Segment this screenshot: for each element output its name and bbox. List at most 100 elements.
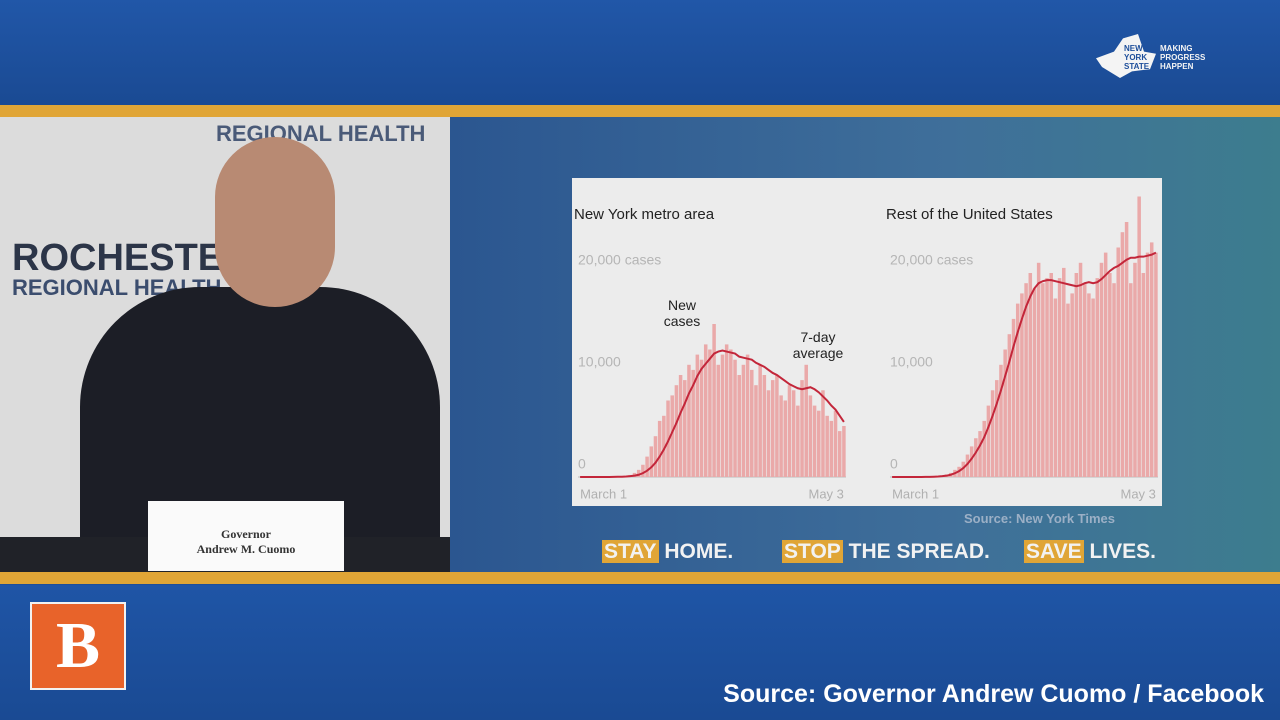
bar xyxy=(683,380,687,477)
bar xyxy=(978,431,982,477)
bar xyxy=(657,420,662,477)
y-tick-label: 0 xyxy=(578,456,586,472)
x-tick-label: May 3 xyxy=(809,486,844,501)
bar xyxy=(1099,262,1104,477)
top-strip xyxy=(0,105,1280,117)
average-line xyxy=(892,251,1157,478)
annotation: New cases xyxy=(663,297,701,329)
slogan: STOP THE SPREAD. xyxy=(782,540,990,564)
bar xyxy=(1045,278,1049,477)
bar xyxy=(804,364,808,477)
y-tick-label: 10,000 xyxy=(578,354,621,370)
bar xyxy=(1137,196,1141,477)
person-head xyxy=(215,137,335,307)
x-tick-label: March 1 xyxy=(580,486,627,501)
bar xyxy=(758,364,762,477)
bar xyxy=(775,375,779,477)
video-panel: REGIONAL HEALTH ROCHESTER REGIONAL HEALT… xyxy=(0,117,450,572)
video-source: Source: Governor Andrew Cuomo / Facebook xyxy=(723,680,1264,708)
bar xyxy=(1028,273,1033,477)
bar xyxy=(1120,232,1125,477)
bar xyxy=(808,395,813,477)
slogan-text: LIVES. xyxy=(1089,540,1157,563)
bar xyxy=(724,344,729,477)
bar xyxy=(800,380,804,477)
footer-band xyxy=(0,585,1280,720)
bar xyxy=(695,354,700,477)
bar xyxy=(1112,283,1116,477)
bar xyxy=(825,415,829,477)
bar xyxy=(1103,252,1108,477)
bar xyxy=(812,405,817,477)
bar xyxy=(737,375,741,477)
bar xyxy=(817,410,821,477)
bar xyxy=(829,420,834,477)
bar xyxy=(1154,252,1158,477)
bar xyxy=(703,344,708,477)
annotation: 7-day average xyxy=(792,329,844,361)
bar xyxy=(974,438,978,477)
slogan: STAY HOME. xyxy=(602,540,733,564)
bar xyxy=(779,395,783,477)
brand-logo: B xyxy=(30,602,126,690)
bar xyxy=(1149,242,1154,477)
bar xyxy=(1062,267,1066,477)
bar xyxy=(833,410,838,477)
bar xyxy=(733,359,737,477)
bar xyxy=(1074,273,1079,477)
bar xyxy=(678,375,683,477)
bar xyxy=(1078,262,1083,477)
slogan-key: SAVE xyxy=(1024,540,1084,563)
slogan-text: HOME. xyxy=(664,540,734,563)
bar xyxy=(1057,278,1062,477)
bar xyxy=(796,405,800,477)
backdrop-text: ROCHESTER xyxy=(12,237,251,279)
bar xyxy=(1124,222,1129,477)
x-tick-label: May 3 xyxy=(1121,486,1156,501)
bar xyxy=(741,364,746,477)
bar xyxy=(708,349,712,477)
chart-title: New York metro area xyxy=(574,206,715,223)
bar xyxy=(986,405,991,477)
bar xyxy=(641,464,645,477)
bar xyxy=(990,390,995,477)
chart: New York metro area 0 10,000 20,000 cases Ma… xyxy=(574,196,1158,501)
bar xyxy=(965,454,970,477)
bar xyxy=(636,469,641,477)
average-line xyxy=(580,349,845,478)
bar xyxy=(1020,293,1024,477)
bar xyxy=(666,400,670,477)
bar xyxy=(662,415,666,477)
bar xyxy=(1053,298,1058,477)
bar xyxy=(1070,293,1074,477)
bar xyxy=(1133,262,1137,477)
chart-source: Source: New York Times xyxy=(964,511,1116,526)
bar xyxy=(712,324,716,477)
slogan-text: THE SPREAD. xyxy=(848,540,990,563)
bar xyxy=(982,420,986,477)
nameplate-role: Governor xyxy=(221,527,271,541)
bar xyxy=(842,426,846,477)
bar xyxy=(1095,278,1100,477)
bar xyxy=(1011,318,1016,477)
bar xyxy=(674,385,679,477)
x-tick-label: March 1 xyxy=(892,486,939,501)
bar xyxy=(1049,273,1053,477)
bar xyxy=(1015,303,1020,477)
nameplate-name: Andrew M. Cuomo xyxy=(196,542,296,556)
bar xyxy=(762,375,767,477)
bar xyxy=(837,431,842,477)
bar xyxy=(969,446,974,477)
bar xyxy=(745,354,750,477)
y-tick-label: 10,000 xyxy=(890,354,933,370)
bar xyxy=(670,395,674,477)
bar xyxy=(1091,298,1095,477)
logo-tagline: MAKING PROGRESS HAPPEN xyxy=(1160,44,1206,71)
bar xyxy=(791,390,796,477)
bar xyxy=(729,349,733,477)
bar xyxy=(1003,349,1007,477)
bar xyxy=(1108,273,1112,477)
bar xyxy=(649,446,654,477)
bar xyxy=(699,359,704,477)
